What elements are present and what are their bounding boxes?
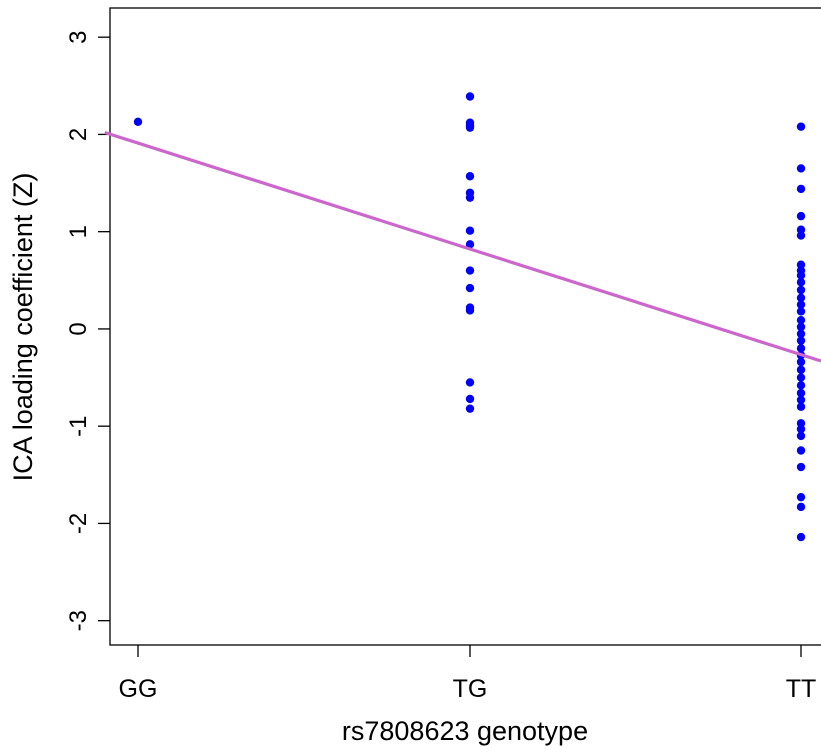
y-tick-label: 2 [65,128,92,141]
data-point [133,117,143,126]
data-point [465,240,475,249]
y-tick-label: -2 [65,513,92,534]
data-point [796,300,806,309]
data-point [796,164,806,173]
data-point [796,184,806,194]
y-axis-label: ICA loading coefficient (Z) [8,173,38,482]
regression-line-group [104,130,821,363]
data-point [796,307,806,316]
regression-line [104,130,821,363]
data-point [796,381,806,390]
x-axis: GG TG TT [119,645,817,703]
data-point [796,419,806,428]
data-point [465,283,475,293]
data-point [796,231,806,240]
data-point [796,315,806,325]
data-point [796,225,806,234]
data-point [796,278,806,287]
data-point [796,357,806,367]
data-point [796,271,806,280]
data-point [796,329,806,338]
data-point [796,402,806,411]
data-point [465,172,475,181]
x-axis-label: rs7808623 genotype [342,716,588,746]
x-tick-label: GG [119,675,158,703]
data-point [796,395,806,405]
data-point [465,123,475,132]
data-point [796,336,806,345]
data-point [465,378,475,387]
data-point [465,306,475,315]
data-point [796,502,806,512]
data-point [796,293,806,303]
data-point [465,266,475,275]
data-point [796,424,806,434]
data-point [796,446,806,455]
data-point [796,532,806,542]
data-point [796,492,806,502]
y-tick-label: -1 [65,416,92,437]
y-tick-label: -3 [65,610,92,631]
data-point [465,404,475,413]
data-point [796,373,806,382]
data-point [796,260,806,269]
y-tick-label: 3 [65,30,92,43]
data-point [796,344,806,353]
data-point [465,226,475,235]
data-point [796,211,806,221]
data-point [796,462,806,472]
data-point [796,285,806,295]
data-point [796,322,806,332]
data-point [465,193,475,202]
x-tick-label: TT [786,675,817,703]
data-point [465,394,475,404]
data-point [465,92,475,101]
y-axis: -3 -2 -1 0 1 2 3 [65,30,110,631]
data-point [796,388,806,398]
y-tick-label: 0 [65,322,92,335]
data-point [796,365,806,374]
x-tick-label: TG [453,675,488,703]
y-tick-label: 1 [65,225,92,238]
data-point [796,122,806,131]
data-point [796,431,806,441]
data-points [133,92,806,542]
